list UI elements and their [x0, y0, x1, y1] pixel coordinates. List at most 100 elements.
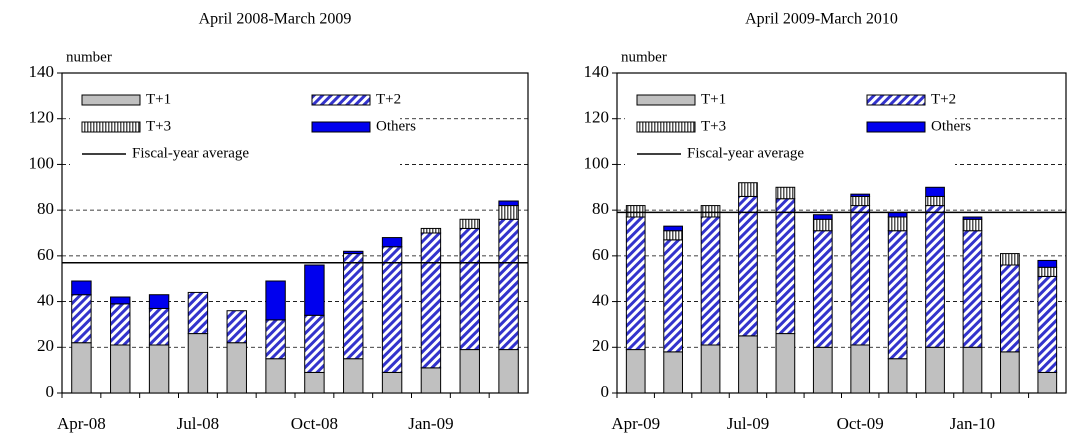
bar-segment [738, 182, 758, 197]
legend-swatch [311, 94, 371, 106]
bar-segment [625, 205, 646, 218]
bar-segment [775, 198, 796, 335]
legend-label: T+3 [701, 118, 726, 134]
y-tick-label: 120 [29, 108, 55, 127]
legend-label: Fiscal-year average [687, 145, 804, 161]
bar-segment [343, 250, 364, 255]
bar-segment [498, 218, 519, 351]
legend-label: Others [931, 118, 971, 134]
bar-segment [812, 218, 833, 232]
bar-segment [265, 358, 286, 394]
bar-segment [71, 294, 92, 344]
bar-segment [420, 232, 442, 369]
bar-segment [187, 333, 209, 394]
bar-segment [962, 218, 983, 232]
y-tick-label: 140 [29, 62, 55, 81]
bar-segment [663, 239, 683, 353]
bar-segment [812, 214, 833, 220]
y-tick-label: 80 [592, 199, 609, 218]
legend-swatch [81, 94, 141, 106]
bar-segment [812, 230, 833, 348]
y-tick-label: 60 [592, 245, 609, 264]
legend-swatch [636, 121, 696, 133]
bar-segment [887, 216, 908, 232]
bar-segment [498, 205, 519, 220]
bar-segment [343, 253, 364, 360]
bar-segment [343, 358, 364, 394]
bar-segment [226, 342, 247, 394]
legend-label: T+2 [376, 91, 401, 107]
bar-segment [110, 303, 131, 346]
legend-label: Fiscal-year average [132, 145, 249, 161]
bar-segment [775, 333, 796, 394]
bar-segment [226, 310, 247, 344]
y-tick-label: 100 [29, 153, 55, 172]
bar-segment [265, 319, 286, 360]
bar-segment [962, 230, 983, 348]
bar-segment [738, 195, 758, 337]
bar-segment [1037, 371, 1058, 394]
bar-segment [925, 195, 945, 207]
bar-segment [110, 296, 131, 305]
bar-segment [71, 280, 92, 296]
y-axis-label: number [621, 49, 667, 65]
legend-label: T+1 [146, 91, 171, 107]
bar-segment [925, 346, 945, 394]
bar-segment [1037, 275, 1058, 373]
bar-segment [738, 335, 758, 394]
bar-segment [71, 342, 92, 394]
chart-title: April 2009-March 2010 [745, 11, 898, 28]
bar-segment [148, 294, 170, 309]
y-tick-label: 100 [584, 153, 610, 172]
bar-segment [850, 195, 871, 207]
bar-segment [925, 186, 945, 197]
x-tick-label: Apr-08 [57, 414, 106, 433]
bar-segment [187, 291, 209, 335]
y-tick-label: 0 [46, 382, 55, 401]
legend-swatch [81, 121, 141, 133]
y-tick-label: 140 [584, 62, 610, 81]
legend-swatch [636, 94, 696, 106]
bar-segment [420, 367, 442, 394]
bar-segment [700, 344, 721, 394]
bar-segment [625, 349, 646, 394]
x-tick-label: Oct-09 [837, 414, 884, 433]
bar-segment [962, 216, 983, 220]
bar-segment [381, 371, 403, 394]
bar-segment [381, 237, 403, 248]
bar-segment [304, 264, 325, 316]
bar-segment [304, 371, 325, 394]
bar-segment [775, 186, 796, 200]
legend-label: T+2 [931, 91, 956, 107]
bar-segment [887, 230, 908, 360]
legend-swatch [311, 121, 371, 133]
y-axis-label: number [66, 49, 112, 65]
bar-segment [625, 216, 646, 351]
bar-segment [1037, 259, 1058, 268]
y-tick-label: 0 [601, 382, 610, 401]
bar-segment [459, 349, 480, 394]
y-tick-label: 20 [37, 336, 54, 355]
legend-label: Others [376, 118, 416, 134]
legend-label: T+3 [146, 118, 171, 134]
bar-segment [304, 314, 325, 373]
bar-segment [498, 349, 519, 394]
chart-title: April 2008-March 2009 [199, 11, 352, 28]
x-tick-label: Jul-09 [727, 414, 770, 433]
bar-segment [265, 280, 286, 321]
bar-segment [812, 346, 833, 394]
y-tick-label: 40 [592, 290, 609, 309]
x-tick-label: Oct-08 [291, 414, 338, 433]
y-tick-label: 60 [37, 245, 54, 264]
bar-segment [148, 344, 170, 394]
x-tick-label: Jul-08 [177, 414, 220, 433]
bar-segment [663, 225, 683, 232]
y-tick-label: 40 [37, 290, 54, 309]
bar-segment [850, 205, 871, 346]
bar-segment [700, 205, 721, 218]
legend-label: T+1 [701, 91, 726, 107]
bar-segment [420, 227, 442, 234]
y-tick-label: 120 [584, 108, 610, 127]
bar-segment [663, 351, 683, 394]
